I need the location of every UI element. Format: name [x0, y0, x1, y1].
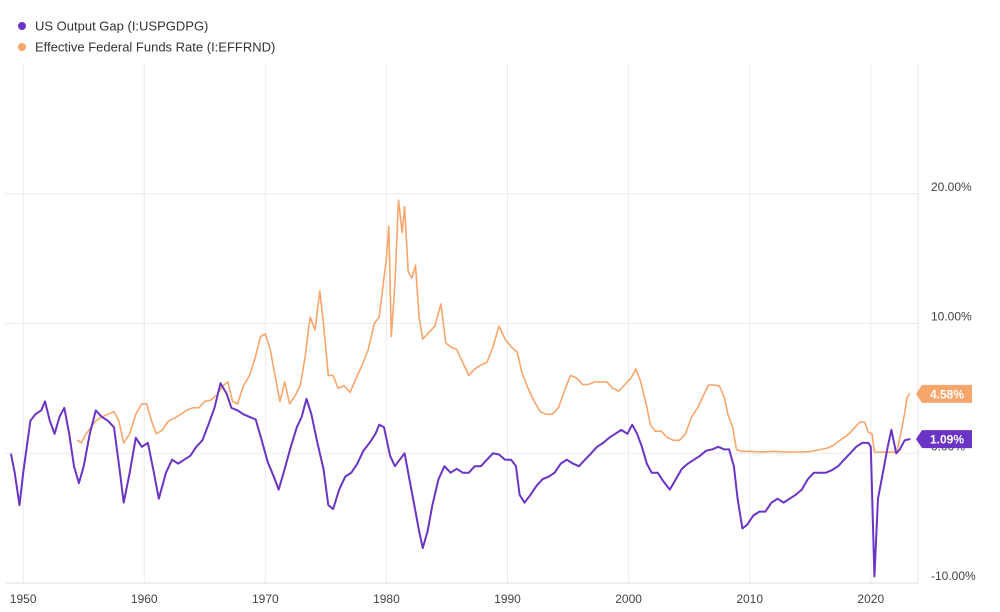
end-label-text: 4.58% — [930, 387, 964, 401]
end-label-tag — [916, 384, 972, 403]
y-axis-ticks: 20.00%10.00%0.00%-10.00% — [931, 180, 976, 583]
legend-marker — [18, 43, 26, 51]
series-line-fed-funds-rate — [76, 199, 911, 453]
grid — [5, 64, 919, 584]
end-label-fed-funds-rate: 4.58% — [916, 384, 972, 403]
y-tick-label: -10.00% — [931, 569, 976, 583]
x-tick-label: 1960 — [131, 592, 158, 606]
end-label-text: 1.09% — [930, 433, 964, 447]
x-tick-label: 1970 — [252, 592, 279, 606]
x-tick-label: 2010 — [736, 592, 763, 606]
end-labels: 1.09% 4.58% — [916, 384, 972, 449]
x-tick-label: 2000 — [615, 592, 642, 606]
legend: US Output Gap (I:USPGDPG) Effective Feder… — [18, 19, 275, 55]
legend-item-fed-funds-rate[interactable]: Effective Federal Funds Rate (I:EFFRND) — [18, 40, 275, 55]
x-tick-label: 1950 — [10, 592, 37, 606]
x-tick-label: 1990 — [494, 592, 521, 606]
x-tick-label: 1980 — [373, 592, 400, 606]
y-tick-label: 20.00% — [931, 180, 972, 194]
legend-label: US Output Gap (I:USPGDPG) — [35, 19, 208, 34]
series-line-output-gap — [10, 382, 911, 578]
legend-marker — [18, 22, 26, 30]
end-label-output-gap: 1.09% — [916, 430, 972, 449]
legend-item-output-gap[interactable]: US Output Gap (I:USPGDPG) — [18, 19, 208, 34]
end-label-tag — [916, 430, 972, 449]
y-tick-label: 10.00% — [931, 310, 972, 324]
x-axis-ticks: 1950 1960 1970 1980 1990 2000 2010 2020 — [10, 592, 885, 606]
x-tick-label: 2020 — [857, 592, 884, 606]
series-lines — [10, 199, 911, 578]
legend-label: Effective Federal Funds Rate (I:EFFRND) — [35, 40, 275, 55]
